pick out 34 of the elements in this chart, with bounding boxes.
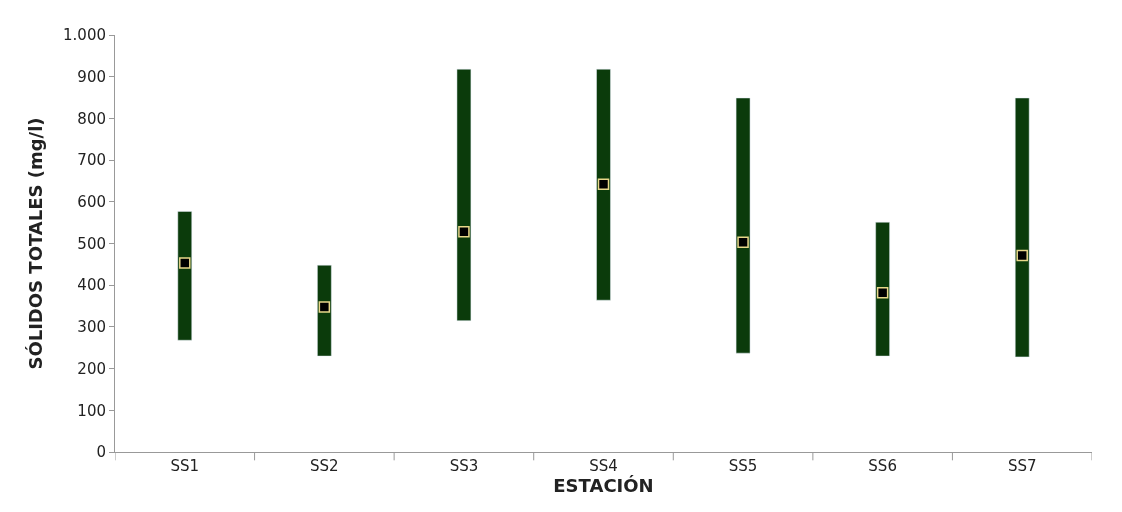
bar: [596, 68, 611, 301]
y-tick-label: 200: [77, 359, 106, 378]
point: [737, 236, 749, 248]
x-tick-label: SS6: [868, 457, 897, 475]
x-tick-label: SS5: [728, 457, 758, 475]
x-tick-label: SS2: [310, 457, 339, 475]
y-tick-label: 900: [77, 67, 106, 86]
bar: [1014, 97, 1030, 358]
y-tick-label: 500: [77, 234, 106, 253]
bar: [875, 221, 890, 357]
x-tick-label: SS1: [170, 457, 200, 475]
point: [179, 257, 191, 269]
bar: [177, 211, 193, 341]
x-tick-label: SS3: [449, 457, 479, 475]
y-tick-label: 600: [77, 193, 106, 212]
y-tick-label: 800: [77, 109, 106, 128]
y-tick-label: 1.000: [63, 26, 106, 45]
y-tick-label: 0: [96, 443, 106, 462]
point: [876, 286, 889, 299]
y-tick-label: 300: [77, 318, 106, 337]
bar: [456, 68, 472, 321]
y-tick-label: 100: [77, 401, 106, 420]
x-axis-title: ESTACIÓN: [553, 475, 654, 496]
point: [1016, 249, 1028, 262]
bar: [735, 97, 751, 354]
bar: [317, 264, 332, 357]
x-tick-label: SS4: [589, 457, 618, 475]
y-tick-label: 700: [77, 151, 106, 170]
point: [458, 226, 470, 238]
y-axis-title: SÓLIDOS TOTALES (mg/l): [25, 117, 47, 370]
x-tick-label: SS7: [1007, 457, 1037, 475]
point: [318, 301, 331, 313]
y-tick-label: 400: [77, 276, 106, 295]
point: [597, 178, 610, 191]
